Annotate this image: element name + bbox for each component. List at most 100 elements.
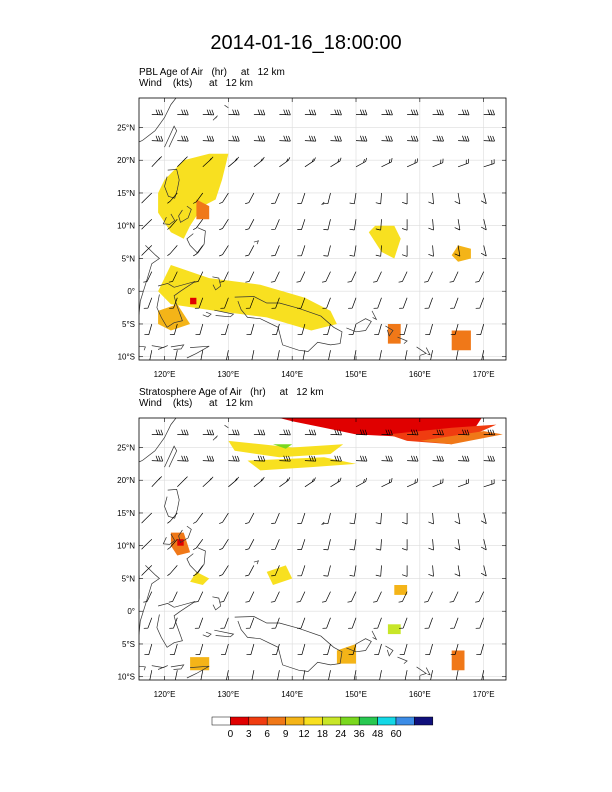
wind-barb <box>145 350 153 360</box>
wind-barb <box>330 135 342 142</box>
wind-barb <box>407 109 419 116</box>
wind-barb <box>193 565 204 577</box>
coastline <box>156 601 196 648</box>
panel2-line2: Wind (kts) at 12 km <box>139 398 253 409</box>
wind-barb <box>170 670 178 680</box>
wind-barb <box>323 539 331 551</box>
strat-patch <box>228 440 344 458</box>
strat-patch <box>190 571 210 585</box>
lon-tick-label: 130°E <box>217 690 239 699</box>
map-content-1 <box>139 98 506 360</box>
wind-barb <box>279 109 291 116</box>
wind-barb <box>167 192 178 204</box>
wind-barb <box>219 219 229 231</box>
lat-tick-label: 15°N <box>117 189 135 198</box>
plot-title: 2014-01-16_18:00:00 <box>210 32 402 54</box>
wind-barb <box>245 297 255 309</box>
colorbar-swatch <box>248 716 268 726</box>
wind-barb <box>323 670 331 680</box>
wind-barb <box>424 271 433 283</box>
pbl-patch <box>158 304 191 331</box>
wind-barb <box>330 477 342 488</box>
colorbar-swatch <box>377 716 397 726</box>
wind-barb <box>145 670 153 680</box>
colorbar-label: 24 <box>335 729 347 740</box>
wind-barb <box>483 429 495 436</box>
wind-barb <box>141 218 153 230</box>
coastline <box>416 666 428 676</box>
colorbar-swatch <box>340 716 360 726</box>
wind-barb <box>428 539 434 551</box>
wind-barb <box>193 218 204 231</box>
wind-barb <box>220 617 229 629</box>
wind-barb <box>245 591 255 603</box>
coastline <box>170 344 185 350</box>
wind-barb <box>193 538 204 551</box>
wind-barb <box>449 271 459 283</box>
wind-barb <box>375 245 382 257</box>
wind-barb <box>271 617 280 629</box>
wind-barb <box>349 539 357 551</box>
wind-barb <box>247 350 255 360</box>
lon-tick-label: 160°E <box>409 370 431 379</box>
lat-tick-label: 10°N <box>117 542 135 551</box>
wind-barb <box>349 670 357 680</box>
wind-barb <box>221 350 229 360</box>
strat-patch <box>336 644 356 664</box>
lon-tick-label: 130°E <box>217 370 239 379</box>
wind-barb <box>177 455 189 462</box>
wind-barb <box>270 271 280 283</box>
coastline <box>186 665 210 679</box>
wind-barb <box>151 429 164 436</box>
coastline <box>346 318 372 333</box>
wind-barb <box>271 245 280 257</box>
map-panel-1: 25°N 20°N 15°N 10°N 5°N 0° 5°S 10°S 120°E 130°E 14… <box>117 97 507 379</box>
wind-barb <box>151 156 163 168</box>
colorbar-label: 60 <box>390 729 402 740</box>
wind-barb <box>399 323 408 335</box>
wind-barb <box>381 135 393 142</box>
wind-barb <box>279 477 291 488</box>
wind-barb <box>375 512 382 525</box>
coastline <box>164 489 180 519</box>
wind-barb <box>398 591 408 603</box>
lat-tick-label: 0° <box>127 607 135 616</box>
wind-barb <box>297 323 306 335</box>
wind-barb <box>193 512 204 524</box>
wind-barb <box>432 478 444 488</box>
wind-barb <box>480 512 487 525</box>
coastline <box>186 227 206 254</box>
wind-barb <box>475 591 485 603</box>
lon-tick-label: 160°E <box>409 690 431 699</box>
wind-barb <box>381 478 393 488</box>
wind-barb <box>245 192 255 204</box>
gridlines <box>139 418 506 680</box>
wind-barb <box>347 271 357 283</box>
strat-patch <box>451 650 465 671</box>
wind-barb <box>247 670 255 680</box>
wind-barb <box>169 643 178 655</box>
axis-ticks: 25°N 20°N 15°N 10°N 5°N 0° 5°S 10°S 120°E 130°E 14… <box>117 418 506 699</box>
wind-barb <box>297 245 306 257</box>
wind-barb <box>451 350 459 360</box>
wind-barb <box>374 350 382 360</box>
lat-tick-label: 5°N <box>122 254 136 263</box>
wind-barb <box>355 157 367 168</box>
coastline <box>164 445 178 468</box>
wind-barb <box>401 565 408 577</box>
wind-barb <box>195 643 204 655</box>
wind-barb <box>202 156 214 168</box>
lon-tick-label: 120°E <box>154 370 176 379</box>
wind-barb <box>151 135 164 142</box>
wind-barb <box>323 350 331 360</box>
wind-barb <box>296 271 306 283</box>
wind-barb <box>304 109 317 116</box>
wind-barb <box>170 350 178 360</box>
wind-barb <box>375 192 382 205</box>
lat-tick-label: 5°N <box>122 574 136 583</box>
coastline <box>385 645 394 657</box>
wind-barb <box>454 539 461 551</box>
wind-barb <box>245 219 255 231</box>
coastline <box>139 140 143 143</box>
wind-barb <box>297 219 306 230</box>
